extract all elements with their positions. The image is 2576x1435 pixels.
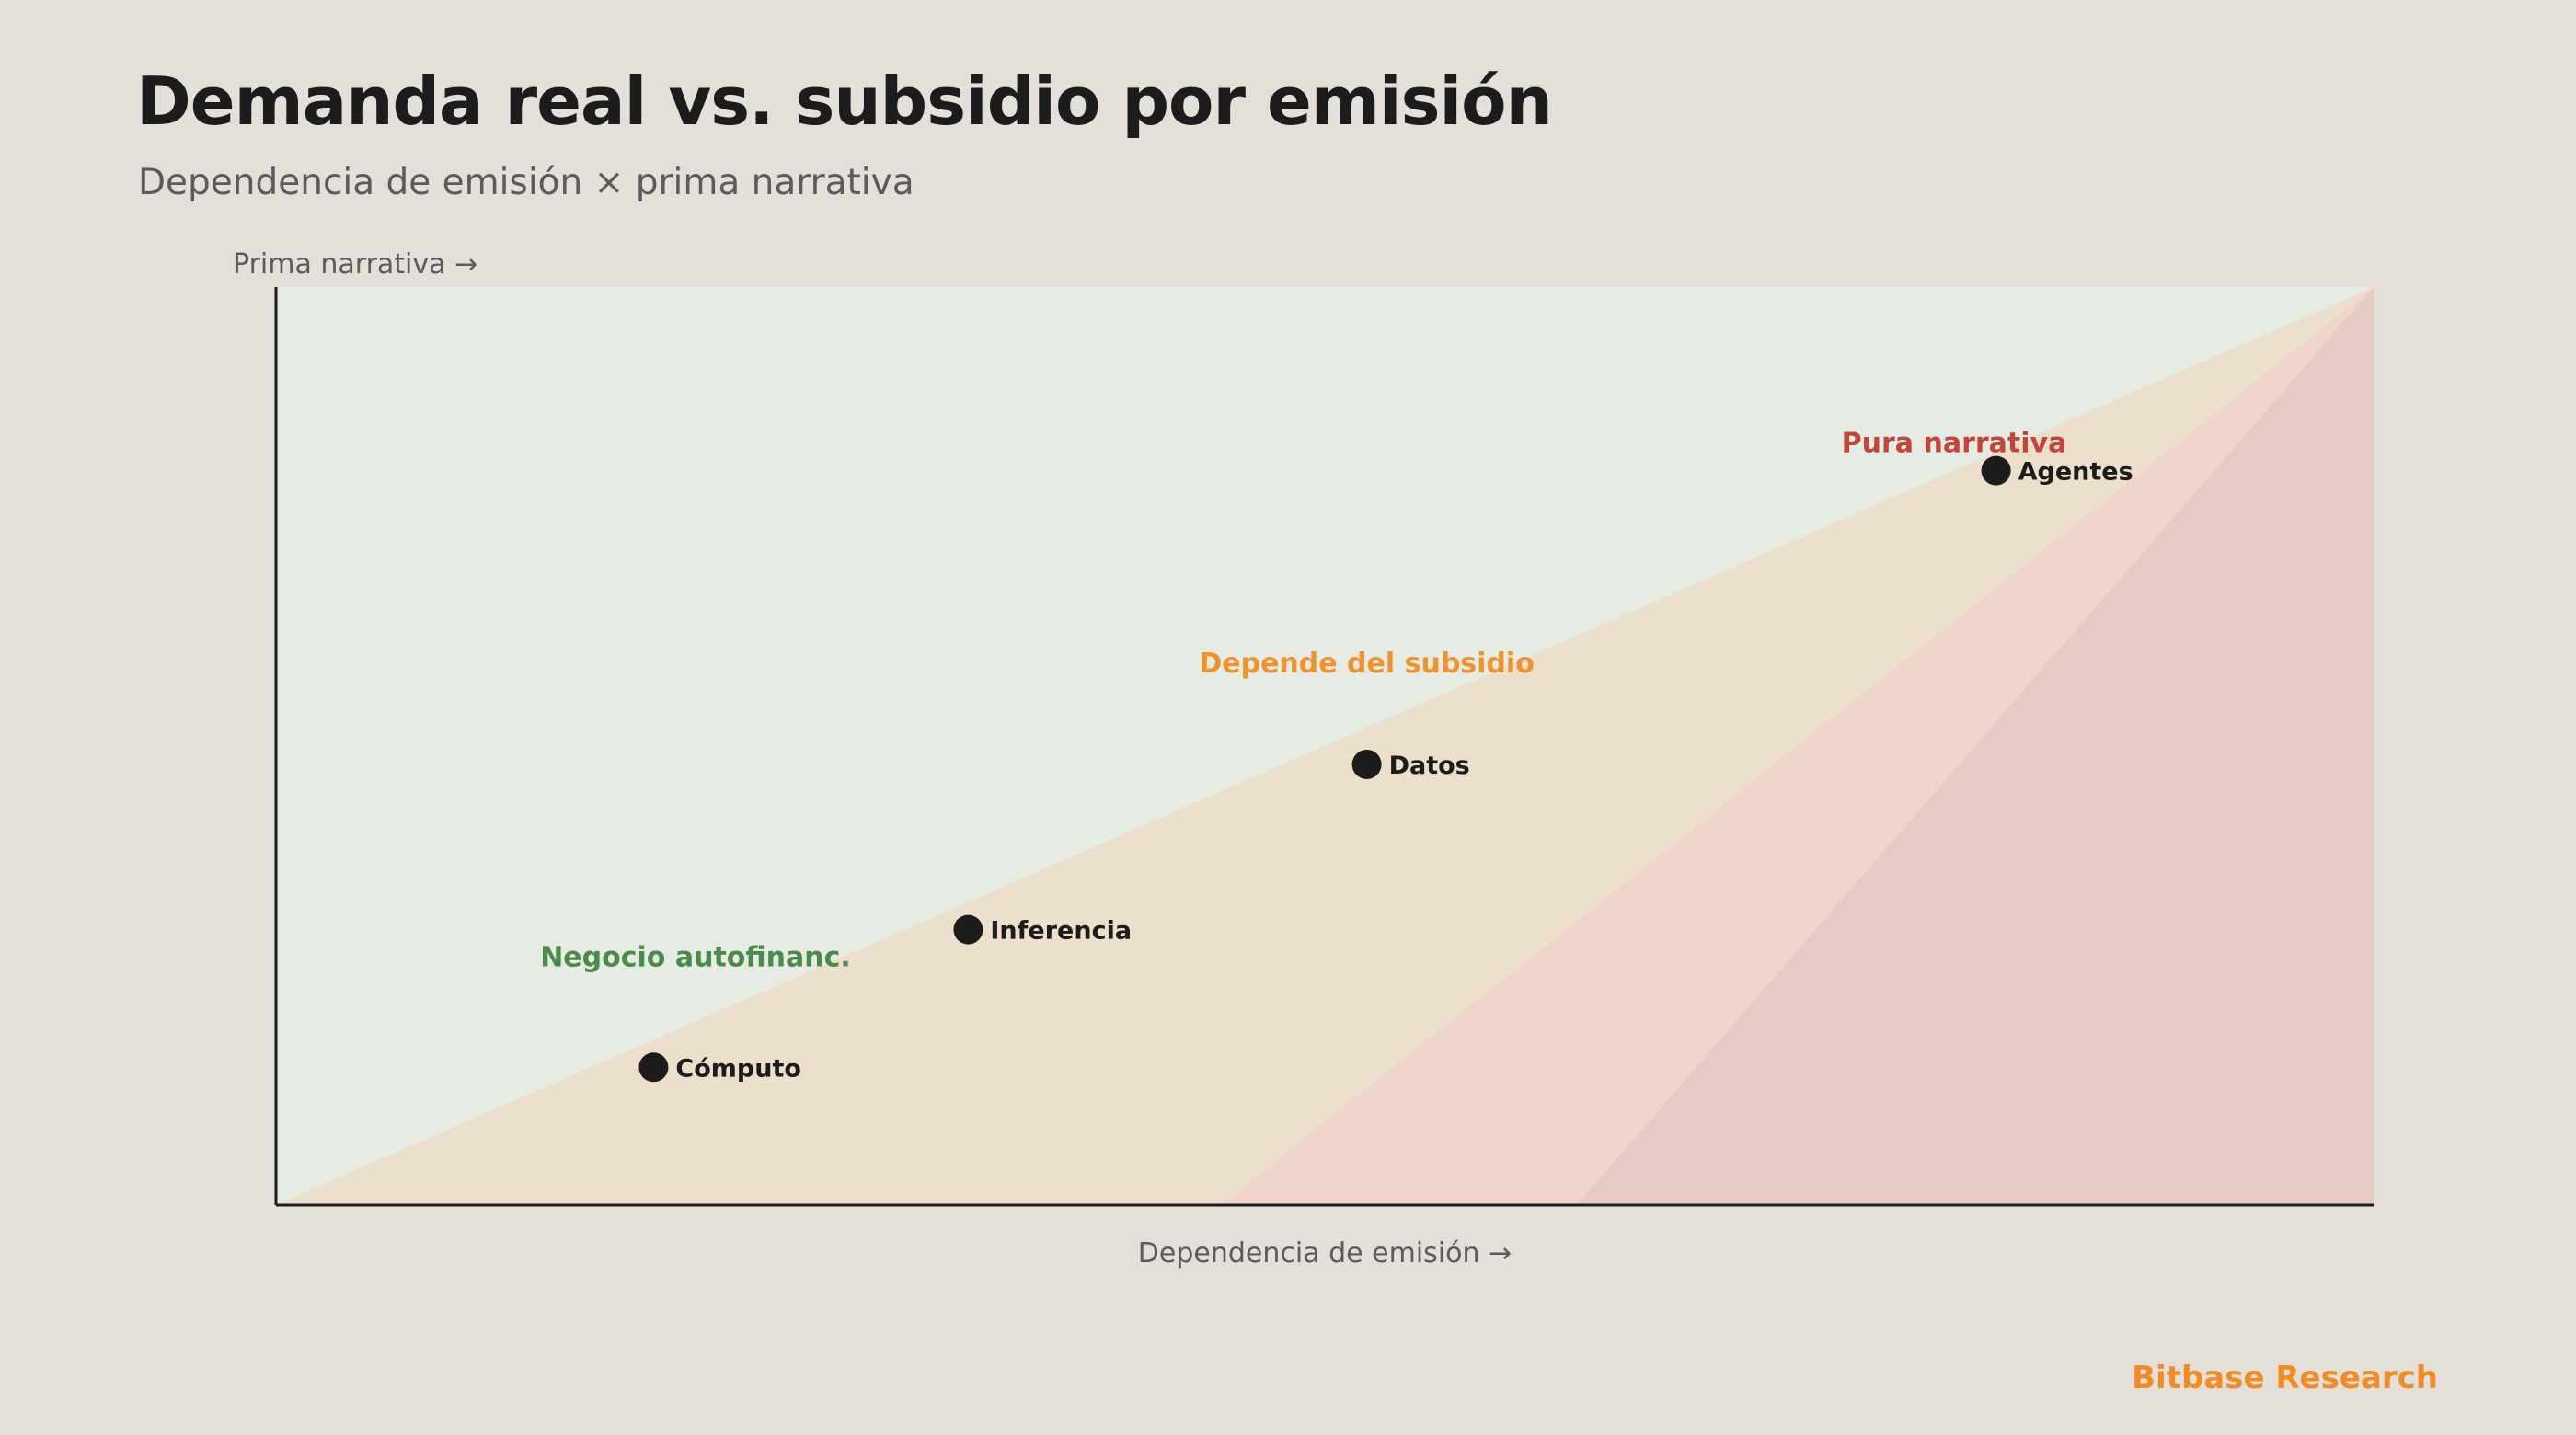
y-axis-label: Prima narrativa → xyxy=(233,248,477,281)
zone-area-4 xyxy=(1576,287,2374,1205)
data-point xyxy=(1351,749,1382,779)
zone-label: Depende del subsidio xyxy=(1199,648,1534,680)
brand-logo-text: Bitbase Research xyxy=(2132,1360,2438,1396)
data-point-label: Agentes xyxy=(2018,458,2133,487)
data-point xyxy=(1981,455,2011,486)
data-point xyxy=(638,1052,669,1083)
page-subtitle: Dependencia de emisión × prima narrativa xyxy=(138,162,914,203)
data-point-label: Inferencia xyxy=(990,917,1132,946)
x-axis-label: Dependencia de emisión → xyxy=(1138,1237,1512,1269)
zone-area-3 xyxy=(1220,287,2374,1205)
zone-label: Pura narrativa xyxy=(1842,428,2067,460)
page-title: Demanda real vs. subsidio por emisión xyxy=(136,63,1553,140)
data-point-label: Cómputo xyxy=(675,1054,801,1083)
zone-area-2 xyxy=(276,287,2374,1205)
data-point xyxy=(953,914,983,945)
data-point-label: Datos xyxy=(1389,752,1470,780)
zone-label: Negocio autofinanc. xyxy=(540,942,851,974)
